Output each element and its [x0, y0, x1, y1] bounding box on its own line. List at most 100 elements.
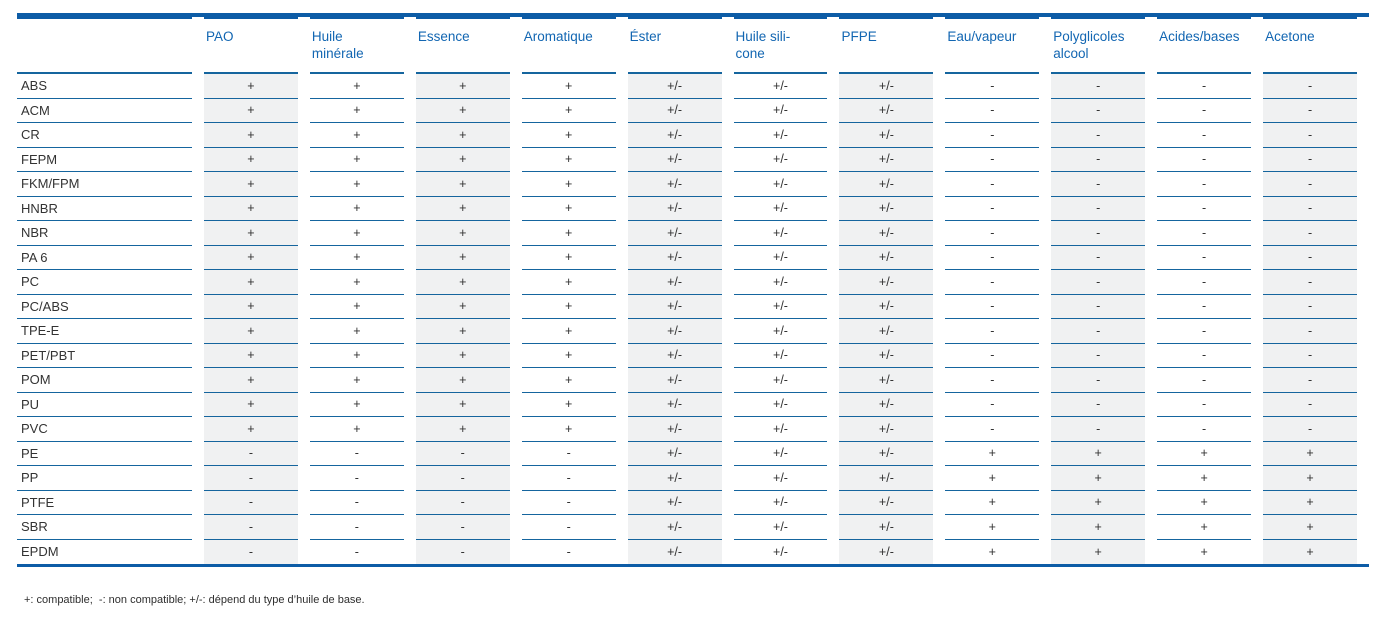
compatibility-cell: +: [204, 221, 298, 246]
column-header-7: PFPE: [839, 13, 934, 74]
compatibility-cell: +: [309, 246, 404, 270]
compatibility-cell: -: [1157, 172, 1252, 197]
compatibility-cell: +: [415, 221, 510, 246]
compatibility-cell: +: [309, 123, 404, 148]
compatibility-cell: -: [1051, 245, 1146, 270]
compatibility-cell: +: [204, 196, 298, 221]
compatibility-cell: -: [1051, 294, 1146, 319]
compatibility-cell: +: [521, 368, 616, 393]
compatibility-cell: +/-: [839, 270, 934, 295]
compatibility-cell: -: [1263, 221, 1357, 246]
compatibility-cell: +/-: [733, 393, 828, 417]
compatibility-cell: +: [204, 270, 298, 295]
column-header-1: PAO: [204, 13, 298, 74]
compatibility-cell: +: [521, 74, 616, 99]
compatibility-cell: +: [204, 343, 298, 368]
compatibility-cell: -: [415, 490, 510, 515]
compatibility-cell: +/-: [733, 172, 828, 197]
table-row: PE - - - - +/- +/- +/- + + + +: [17, 441, 1357, 466]
compatibility-cell: +/-: [839, 539, 934, 564]
compatibility-cell: +: [415, 319, 510, 344]
compatibility-cell: -: [1263, 368, 1357, 393]
compatibility-cell: -: [1051, 392, 1146, 417]
compatibility-cell: -: [945, 197, 1040, 221]
compatibility-cell: -: [1051, 270, 1146, 295]
compatibility-cell: +: [945, 442, 1040, 466]
compatibility-cell: +: [204, 245, 298, 270]
compatibility-cell: +/-: [839, 441, 934, 466]
row-label: EPDM: [17, 539, 192, 564]
compatibility-cell: -: [1263, 74, 1357, 99]
compatibility-cell: +/-: [627, 441, 722, 466]
compatibility-cell: -: [945, 172, 1040, 197]
compatibility-cell: +: [204, 417, 298, 442]
compatibility-cell: +: [1200, 544, 1208, 559]
compatibility-cell: +: [204, 147, 298, 172]
compatibility-cell: -: [1263, 98, 1357, 123]
compatibility-cell: +: [521, 246, 616, 270]
row-label: TPE-E: [17, 319, 192, 344]
compatibility-cell: -: [415, 515, 510, 540]
compatibility-cell: +/-: [839, 245, 934, 270]
compatibility-cell: +/-: [627, 368, 722, 393]
compatibility-cell: -: [1051, 221, 1146, 246]
compatibility-cell: +: [204, 98, 298, 123]
compatibility-cell: +: [521, 99, 616, 123]
row-label: PP: [17, 466, 192, 491]
compatibility-cell: -: [945, 368, 1040, 393]
compatibility-cell: +: [1157, 442, 1252, 466]
column-header-11: Acetone: [1263, 13, 1357, 74]
compatibility-cell: +: [309, 344, 404, 368]
compatibility-cell: +: [1157, 515, 1252, 540]
column-header-4: Aromatique: [521, 13, 616, 74]
compatibility-cell: +: [309, 74, 404, 99]
compatibility-cell: +: [415, 368, 510, 393]
compatibility-cell: +/-: [839, 417, 934, 442]
table-row: TPE-E + + + + +/- +/- +/- - - - -: [17, 319, 1357, 344]
compatibility-cell: +: [1157, 466, 1252, 491]
compatibility-cell: +: [309, 221, 404, 246]
table-row: PP - - - - +/- +/- +/- + + + +: [17, 466, 1357, 491]
compatibility-cell: -: [1051, 196, 1146, 221]
compatibility-cell: +/-: [627, 319, 722, 344]
compatibility-cell: -: [1263, 392, 1357, 417]
compatibility-cell: +/-: [839, 294, 934, 319]
compatibility-cell: +: [204, 368, 298, 393]
compatibility-cell: +/-: [733, 417, 828, 442]
compatibility-cell: +/-: [839, 343, 934, 368]
table-row: POM + + + + +/- +/- +/- - - - -: [17, 368, 1357, 393]
compatibility-cell: +: [1051, 441, 1146, 466]
compatibility-cell: +: [309, 197, 404, 221]
column-header-6: Huile sili- cone: [733, 13, 828, 74]
row-label: POM: [17, 368, 192, 393]
compatibility-cell: +: [1263, 515, 1357, 540]
compatibility-cell: +/-: [733, 344, 828, 368]
compatibility-cell: +/-: [839, 221, 934, 246]
header-row: PAO Huile minérale Essence Aromatique Éster H…: [17, 13, 1357, 74]
compatibility-cell: -: [945, 295, 1040, 319]
compatibility-cell: +: [415, 294, 510, 319]
compatibility-cell: +/-: [733, 515, 828, 540]
compatibility-cell: +: [309, 148, 404, 172]
compatibility-cell: +: [1263, 466, 1357, 491]
compatibility-cell: +: [521, 172, 616, 197]
compatibility-cell: +: [204, 74, 298, 99]
compatibility-cell: +/-: [627, 221, 722, 246]
table-row: ABS + + + + +/- +/- +/- - - - -: [17, 74, 1357, 99]
table-row: NBR + + + + +/- +/- +/- - - - -: [17, 221, 1357, 246]
table-top-bar: [17, 13, 1369, 17]
row-label: PE: [17, 441, 192, 466]
compatibility-cell: -: [1263, 270, 1357, 295]
compatibility-cell: +: [204, 294, 298, 319]
compatibility-cell: -: [204, 441, 298, 466]
compatibility-cell: +/-: [733, 74, 828, 99]
table-row: PET/PBT + + + + +/- +/- +/- - - - -: [17, 343, 1357, 368]
compatibility-cell: +: [1051, 539, 1146, 564]
compatibility-cell: +/-: [733, 246, 828, 270]
compatibility-cell: +/-: [839, 123, 934, 148]
compatibility-cell: -: [1263, 196, 1357, 221]
compatibility-cell: -: [1157, 295, 1252, 319]
compatibility-cell: +/-: [839, 319, 934, 344]
table-row: PC + + + + +/- +/- +/- - - - -: [17, 270, 1357, 295]
compatibility-cell: +/-: [627, 98, 722, 123]
